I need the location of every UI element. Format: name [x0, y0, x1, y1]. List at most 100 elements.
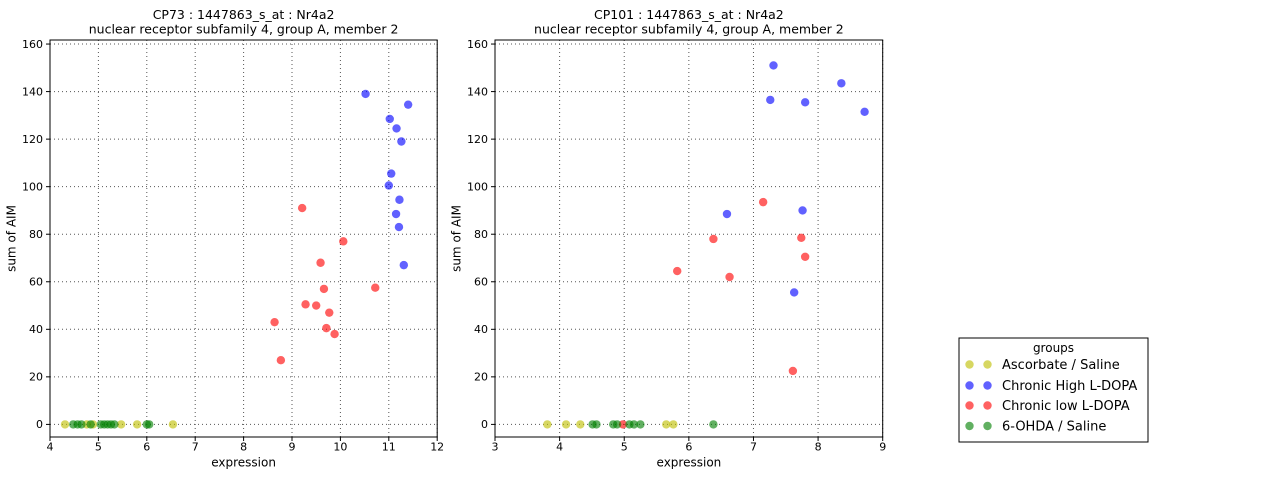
y-axis-label: sum of AIM: [450, 205, 464, 272]
data-point: [339, 237, 348, 246]
x-tick-label: 6: [143, 441, 150, 454]
y-tick-label: 0: [481, 418, 488, 431]
data-point: [132, 420, 142, 429]
data-point: [319, 284, 329, 294]
legend-marker: [965, 421, 974, 431]
data-point: [669, 420, 678, 429]
axis-ticks: [46, 43, 438, 441]
data-point: [403, 100, 413, 109]
y-tick-label: 80: [474, 228, 488, 241]
data-point: [797, 233, 806, 242]
plot-subtitle: nuclear receptor subfamily 4, group A, m…: [89, 22, 399, 37]
y-tick-label: 40: [29, 323, 43, 336]
data-point: [145, 420, 154, 429]
x-tick-label: 3: [492, 441, 499, 454]
data-point: [325, 308, 334, 317]
data-point: [722, 209, 732, 219]
data-point: [788, 366, 798, 376]
x-tick-label: 4: [47, 441, 54, 454]
data-points: [543, 61, 869, 429]
data-point: [543, 420, 552, 429]
y-tick-label: 40: [474, 323, 488, 336]
x-tick-label: 7: [750, 441, 757, 454]
data-point: [86, 420, 95, 429]
x-tick-label: 8: [240, 441, 247, 454]
y-tick-label: 60: [29, 276, 43, 289]
plot-cp101: 3 4 5 6 7 8 9 0 20 40 60 80 100 120 140 160 CP101 : 144…: [450, 7, 887, 470]
data-point: [800, 252, 810, 262]
data-point: [116, 420, 126, 429]
data-point: [766, 95, 775, 105]
data-point: [592, 420, 601, 429]
data-point: [800, 98, 810, 107]
legend-label-chronic-low-ldopa: Chronic low L-DOPA: [1002, 399, 1130, 414]
legend-marker: [983, 360, 992, 369]
axis-tick-labels: 3 4 5 6 7 8 9 0 20 40 60 80 100 120 140 160: [467, 38, 886, 454]
axis-ticks: [491, 43, 884, 441]
data-point: [758, 197, 768, 207]
data-point: [361, 89, 370, 99]
y-tick-label: 20: [29, 371, 43, 384]
x-tick-label: 6: [685, 441, 692, 454]
x-tick-label: 5: [95, 441, 102, 454]
legend-label-6ohda-saline: 6-OHDA / Saline: [1002, 420, 1106, 435]
x-tick-label: 7: [192, 441, 199, 454]
x-tick-label: 12: [430, 441, 444, 454]
data-point: [297, 203, 307, 213]
x-tick-label: 9: [289, 441, 296, 454]
data-point: [395, 195, 404, 204]
y-tick-label: 80: [29, 228, 43, 241]
data-point: [168, 420, 178, 429]
data-point: [860, 107, 869, 116]
legend-label-ascorbate-saline: Ascorbate / Saline: [1002, 358, 1120, 373]
x-tick-label: 10: [333, 441, 347, 454]
y-tick-label: 100: [467, 180, 488, 193]
data-point: [612, 420, 622, 429]
data-point: [77, 420, 86, 429]
data-point: [391, 209, 401, 219]
x-tick-label: 11: [382, 441, 396, 454]
data-points: [60, 89, 413, 429]
legend-marker: [965, 401, 974, 410]
x-tick-label: 9: [879, 441, 886, 454]
data-point: [110, 420, 119, 429]
data-point: [618, 420, 628, 429]
data-point: [384, 181, 393, 190]
x-axis-label: expression: [211, 456, 276, 470]
x-tick-label: 8: [815, 441, 822, 454]
plot-frame: [494, 39, 884, 438]
plot-subtitle: nuclear receptor subfamily 4, group A, m…: [534, 22, 844, 37]
y-tick-label: 60: [474, 276, 488, 289]
y-tick-label: 120: [22, 133, 43, 146]
y-tick-label: 0: [36, 418, 43, 431]
y-tick-label: 100: [22, 180, 43, 193]
x-tick-label: 4: [556, 441, 563, 454]
y-tick-label: 140: [22, 85, 43, 98]
legend-marker: [983, 421, 992, 431]
data-point: [392, 124, 401, 133]
data-point: [399, 260, 409, 270]
data-point: [629, 420, 639, 429]
y-tick-label: 160: [22, 38, 43, 51]
data-point: [270, 317, 279, 327]
data-point: [769, 61, 778, 70]
data-point: [789, 288, 799, 297]
data-point: [387, 169, 396, 178]
y-tick-label: 20: [474, 371, 488, 384]
legend-label-chronic-high-ldopa: Chronic High L-DOPA: [1002, 379, 1137, 394]
data-point: [709, 420, 718, 429]
gridlines: [494, 40, 884, 437]
data-point: [662, 420, 671, 429]
data-point: [673, 266, 682, 276]
legend-marker: [965, 381, 974, 390]
data-point: [394, 222, 404, 232]
data-point: [312, 301, 321, 310]
data-point: [397, 137, 406, 146]
data-point: [60, 420, 70, 429]
plot-title: CP101 : 1447863_s_at : Nr4a2: [594, 7, 784, 22]
data-point: [316, 258, 325, 267]
